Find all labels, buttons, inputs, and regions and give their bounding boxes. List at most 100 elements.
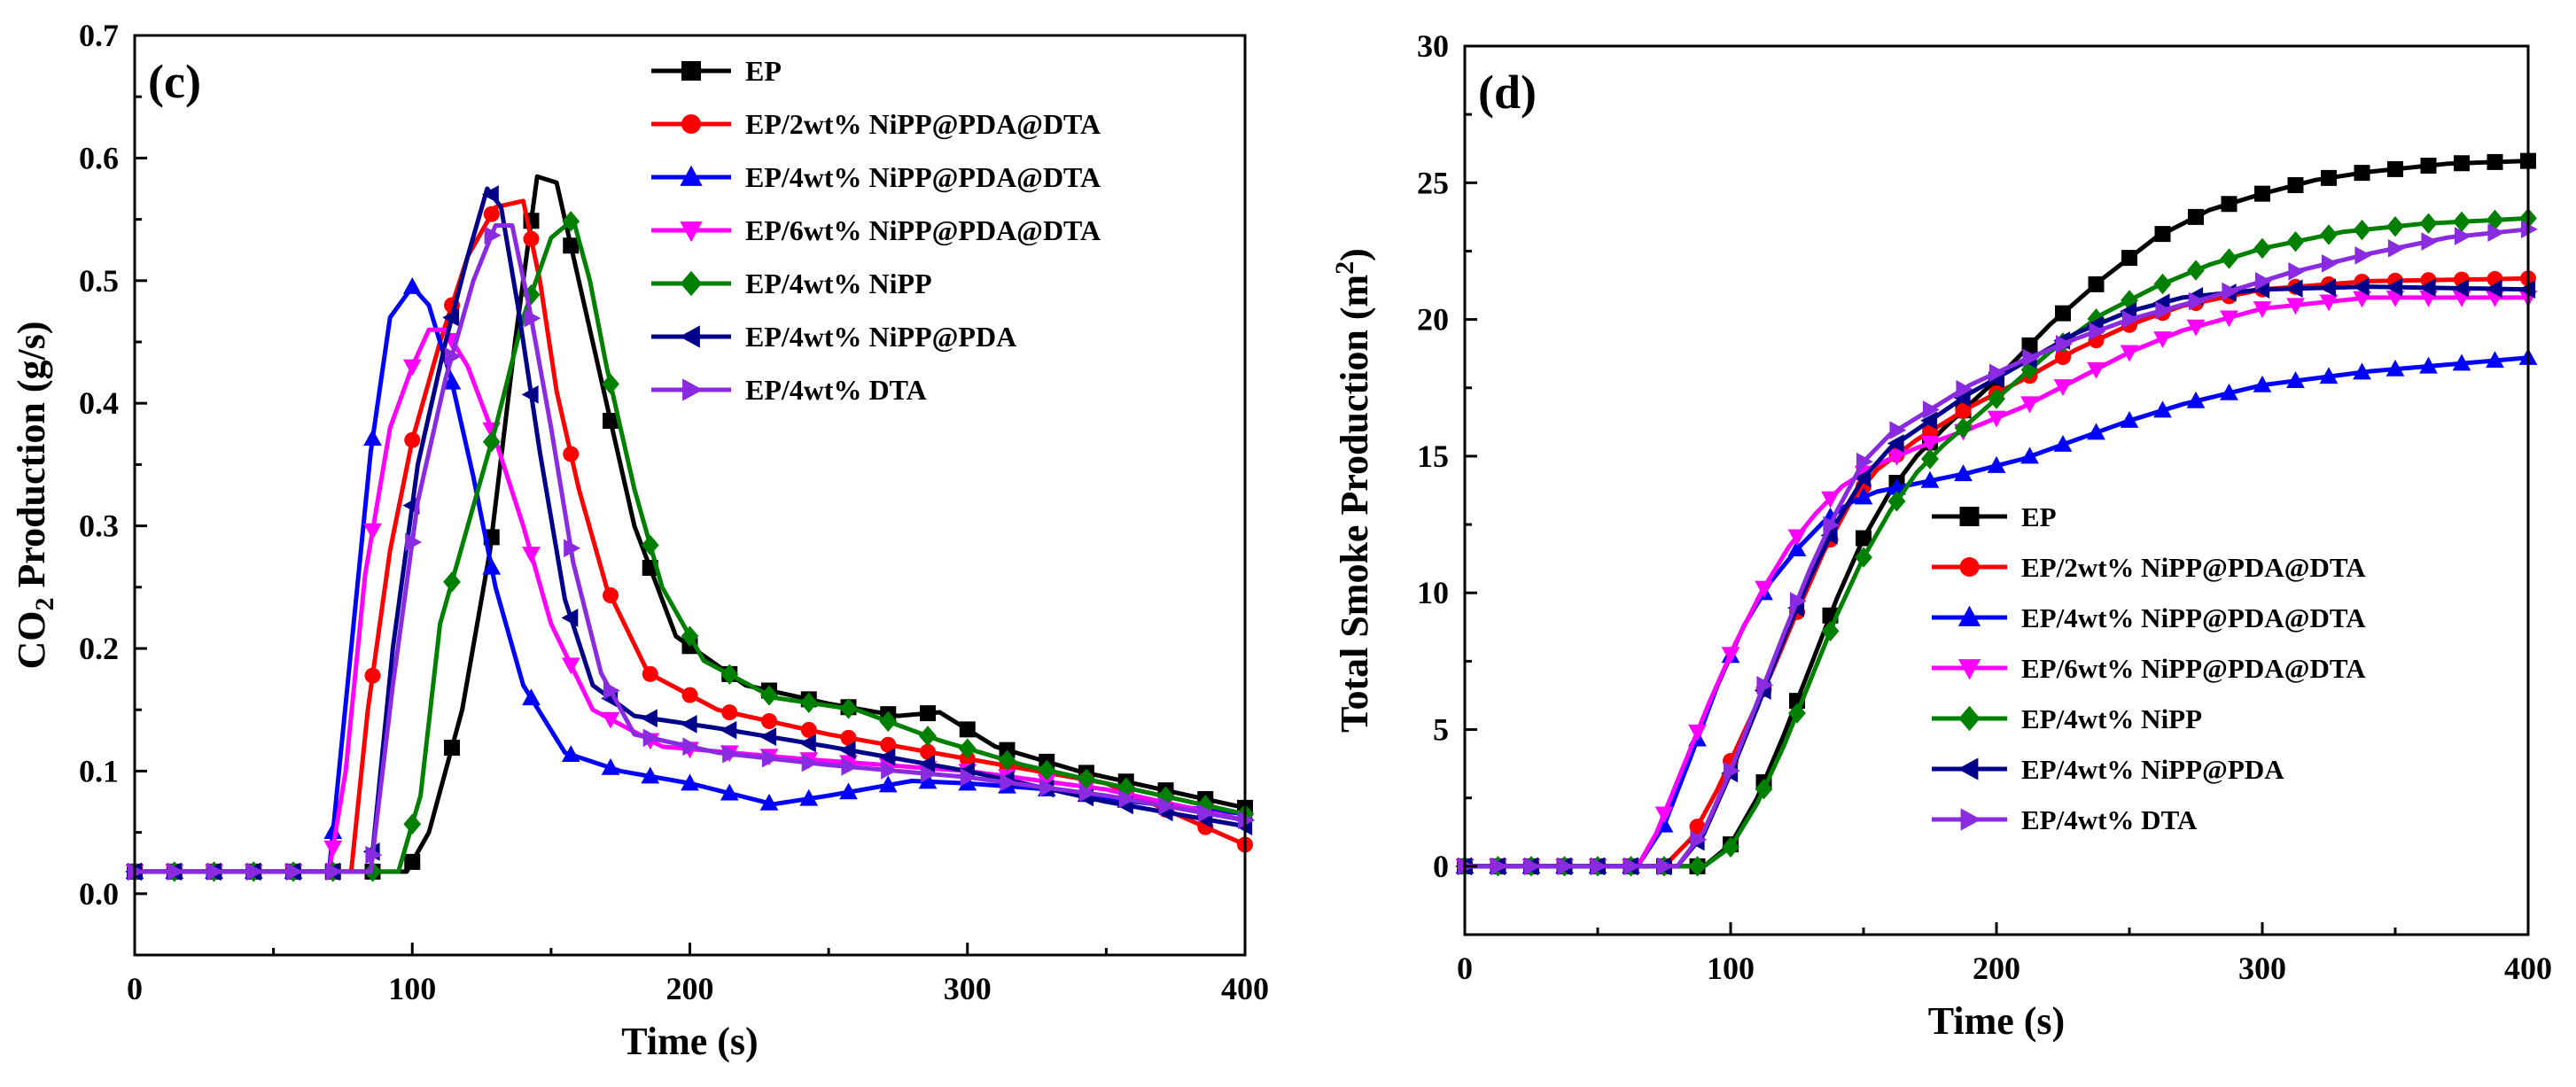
data-point <box>444 346 462 366</box>
data-point <box>482 557 502 575</box>
data-point <box>2487 153 2503 170</box>
data-point <box>442 307 460 327</box>
data-point <box>881 761 899 780</box>
data-point <box>721 704 738 721</box>
y-tick-label: 10 <box>1417 575 1449 610</box>
data-point <box>960 767 977 787</box>
data-point <box>603 412 619 429</box>
data-point <box>2353 219 2371 241</box>
data-point <box>1756 676 1774 695</box>
data-point <box>1723 761 1740 780</box>
legend-marker <box>679 325 700 348</box>
data-point <box>1887 448 1906 466</box>
data-point <box>2386 215 2404 237</box>
data-point <box>2286 230 2305 252</box>
x-tick-label: 200 <box>1973 951 2020 986</box>
data-point <box>878 775 898 793</box>
y-tick-label: 0.0 <box>79 876 119 912</box>
y-axis: 0 5 10 15 20 25 30 Total Smoke Production (m2) <box>1330 28 1477 884</box>
data-point <box>2319 278 2337 298</box>
data-point <box>563 446 580 462</box>
data-point <box>958 738 977 759</box>
series-group <box>1455 152 2538 877</box>
data-point <box>959 721 976 738</box>
data-point <box>799 788 819 806</box>
data-point <box>1954 464 1973 482</box>
data-point <box>2153 400 2172 418</box>
data-point <box>2485 279 2502 299</box>
x-tick-label: 0 <box>127 971 143 1006</box>
data-point <box>761 713 777 730</box>
data-point <box>2186 391 2206 408</box>
data-point <box>2487 223 2505 242</box>
y-tick-label: 25 <box>1417 165 1449 200</box>
data-point <box>2387 239 2405 258</box>
data-point <box>2055 349 2071 366</box>
legend-item: EP/6wt% NiPP@PDA@DTA <box>651 214 1101 246</box>
series-line <box>135 174 1246 874</box>
legend-marker <box>680 165 703 186</box>
data-point <box>2385 359 2405 377</box>
data-point <box>564 539 581 558</box>
data-point <box>1721 647 1740 664</box>
data-point <box>2286 371 2305 388</box>
x-tick-label: 300 <box>2238 951 2286 986</box>
data-point <box>2286 298 2305 315</box>
data-point <box>1920 436 1940 454</box>
data-point <box>2454 227 2471 245</box>
data-point <box>919 726 937 747</box>
x-axis: 0 100 200 300 400 Time (s) <box>127 943 1269 1063</box>
data-point <box>403 813 422 835</box>
data-point <box>323 840 343 858</box>
data-point <box>2453 211 2471 232</box>
data-point <box>1856 530 1872 547</box>
data-point <box>2387 160 2403 177</box>
legend-label: EP/4wt% NiPP@PDA@DTA <box>745 161 1101 193</box>
data-point <box>2120 302 2137 321</box>
legend-marker <box>682 378 704 401</box>
data-point <box>363 429 382 446</box>
data-point <box>2254 272 2272 291</box>
data-point <box>2385 277 2403 297</box>
data-point <box>2020 396 2039 414</box>
data-point <box>325 862 343 881</box>
data-point <box>879 710 898 733</box>
data-point <box>2285 279 2303 299</box>
data-point <box>1078 768 1095 789</box>
data-point <box>880 736 897 753</box>
data-point <box>2087 361 2105 379</box>
data-point <box>918 772 938 789</box>
data-point <box>1656 857 1674 876</box>
data-point <box>1856 452 1873 471</box>
data-point <box>2154 226 2171 243</box>
legend-label: EP/4wt% DTA <box>745 374 927 406</box>
data-point <box>720 720 737 740</box>
data-point <box>720 783 739 801</box>
data-point <box>2420 158 2437 175</box>
data-point <box>323 822 343 840</box>
data-point <box>2120 411 2139 428</box>
x-tick-label: 200 <box>666 971 714 1006</box>
legend-marker <box>1957 757 1979 780</box>
data-point <box>1654 806 1674 824</box>
data-point <box>246 862 264 881</box>
legend-marker <box>680 221 703 243</box>
data-point <box>998 749 1016 771</box>
data-point <box>920 765 938 783</box>
legend-label: EP/4wt% NiPP@PDA <box>2021 754 2284 785</box>
data-point <box>405 532 423 552</box>
data-point <box>2220 248 2238 269</box>
data-point <box>2021 337 2038 353</box>
legend: EP EP/2wt% NiPP@PDA@DTA EP/4wt% NiPP@PDA@D… <box>651 55 1101 406</box>
legend-item: EP/4wt% DTA <box>651 374 927 406</box>
series-line <box>1465 159 2529 869</box>
y-tick-label: 0 <box>1433 849 1449 884</box>
legend-label: EP/2wt% NiPP@PDA@DTA <box>745 108 1101 140</box>
legend-item: EP/2wt% NiPP@PDA@DTA <box>1932 552 2366 583</box>
data-point <box>640 709 658 728</box>
x-tick-label: 400 <box>2504 951 2552 986</box>
data-point <box>484 226 502 245</box>
legend-marker <box>681 61 701 81</box>
